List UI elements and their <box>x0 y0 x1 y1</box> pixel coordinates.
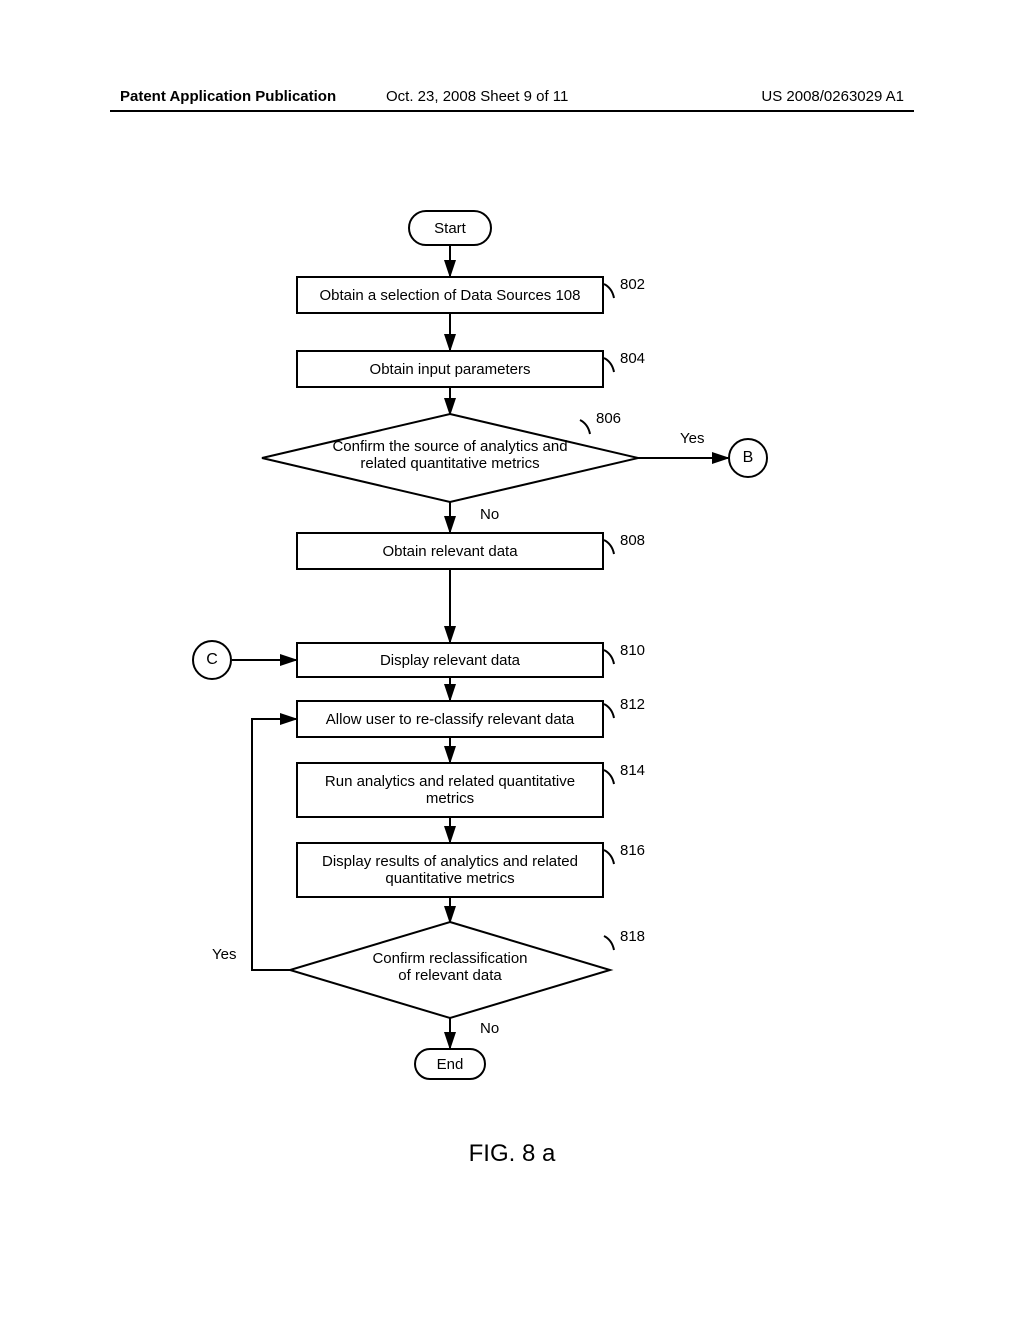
node-812: Allow user to re-classify relevant data <box>296 700 604 738</box>
node-816-label-line2: quantitative metrics <box>385 870 514 887</box>
node-814-label-line1: Run analytics and related quantitative <box>325 773 575 790</box>
node-816: Display results of analytics and related… <box>296 842 604 898</box>
label-818-yes: Yes <box>212 946 236 963</box>
ref-806: 806 <box>596 410 621 427</box>
node-start: Start <box>408 210 492 246</box>
node-818-text: Confirm reclassification of relevant dat… <box>340 950 560 984</box>
node-start-label: Start <box>434 220 466 237</box>
ref-816: 816 <box>620 842 645 859</box>
node-end: End <box>414 1048 486 1080</box>
ref-808: 808 <box>620 532 645 549</box>
node-814: Run analytics and related quantitative m… <box>296 762 604 818</box>
node-814-label-line2: metrics <box>426 790 474 807</box>
ref-802: 802 <box>620 276 645 293</box>
ref-818: 818 <box>620 928 645 945</box>
ref-810: 810 <box>620 642 645 659</box>
node-802-label: Obtain a selection of Data Sources 108 <box>320 287 581 304</box>
ref-804: 804 <box>620 350 645 367</box>
node-808: Obtain relevant data <box>296 532 604 570</box>
page-header: Patent Application Publication Oct. 23, … <box>0 88 1024 108</box>
node-816-label-line1: Display results of analytics and related <box>322 853 578 870</box>
node-810: Display relevant data <box>296 642 604 678</box>
node-806-text: Confirm the source of analytics and rela… <box>312 438 588 472</box>
connector-c: C <box>192 640 232 680</box>
label-806-no: No <box>480 506 499 523</box>
node-802: Obtain a selection of Data Sources 108 <box>296 276 604 314</box>
header-date-sheet: Oct. 23, 2008 Sheet 9 of 11 <box>386 88 568 105</box>
node-810-label: Display relevant data <box>380 652 520 669</box>
header-publication: Patent Application Publication <box>120 88 336 105</box>
label-818-no: No <box>480 1020 499 1037</box>
ref-814: 814 <box>620 762 645 779</box>
node-end-label: End <box>437 1056 464 1073</box>
node-804-label: Obtain input parameters <box>370 361 531 378</box>
connector-b: B <box>728 438 768 478</box>
node-812-label: Allow user to re-classify relevant data <box>326 711 574 728</box>
connector-b-label: B <box>743 449 754 467</box>
ref-812: 812 <box>620 696 645 713</box>
node-818-label-line2: of relevant data <box>398 967 501 984</box>
figure-caption: FIG. 8 a <box>0 1140 1024 1168</box>
node-808-label: Obtain relevant data <box>382 543 517 560</box>
flowchart: Start Obtain a selection of Data Sources… <box>0 210 1024 1120</box>
header-rule <box>110 110 914 112</box>
node-818-label-line1: Confirm reclassification <box>372 950 527 967</box>
node-806-label-line2: related quantitative metrics <box>360 455 539 472</box>
label-806-yes: Yes <box>680 430 704 447</box>
header-patent-number: US 2008/0263029 A1 <box>761 88 904 105</box>
connector-c-label: C <box>206 651 218 669</box>
node-806-label-line1: Confirm the source of analytics and <box>332 438 567 455</box>
node-804: Obtain input parameters <box>296 350 604 388</box>
